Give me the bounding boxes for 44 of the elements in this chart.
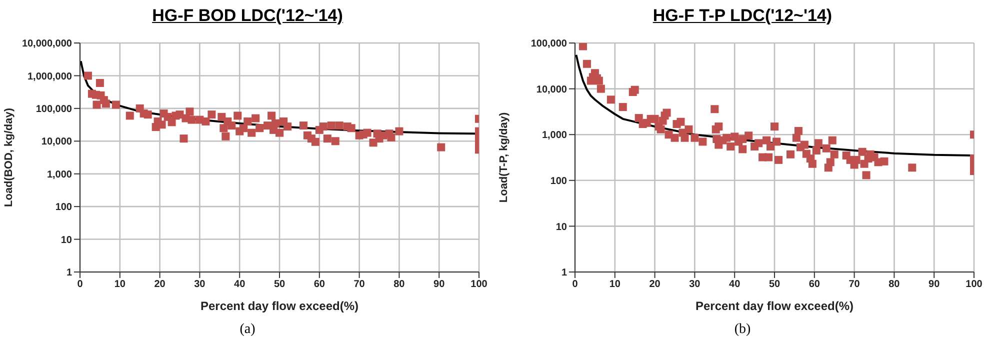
y-tick-label: 100,000 — [36, 104, 72, 115]
y-tick-label: 10,000 — [536, 84, 568, 96]
y-tick-label: 10,000,000 — [22, 38, 72, 50]
text: (a) — [238, 322, 256, 338]
x-tick-label: 80 — [888, 279, 900, 290]
y-tick-label: 1,000 — [542, 130, 568, 142]
y-axis-title: Load(BOD, kg/day) — [2, 108, 15, 208]
chart-title: HG-F T-P LDC('12~'14) — [652, 6, 834, 26]
x-tick-label: 90 — [928, 279, 940, 290]
chart-title: HG-F BOD LDC('12~'14) — [151, 6, 344, 26]
x-tick-label: 30 — [689, 279, 701, 290]
text: (b) — [733, 322, 752, 338]
x-tick-label: 0 — [572, 279, 578, 290]
x-tick-label: 60 — [808, 279, 820, 290]
x-tick-label: 20 — [154, 279, 166, 290]
x-tick-label: 50 — [274, 279, 286, 290]
x-tick-label: 50 — [768, 279, 780, 290]
y-tick-label: 1,000,000 — [28, 71, 72, 82]
x-tick-label: 100 — [966, 279, 983, 290]
x-axis-title: Percent day flow exceed(%) — [695, 299, 854, 313]
y-tick-label: 10 — [556, 222, 568, 233]
x-tick-label: 0 — [77, 279, 84, 290]
x-tick-label: 60 — [314, 279, 326, 290]
x-tick-label: 20 — [649, 279, 661, 290]
x-tick-label: 40 — [729, 279, 741, 290]
y-tick-label: 1,000 — [46, 169, 72, 180]
x-tick-label: 40 — [234, 279, 246, 290]
x-axis-title: Percent day flow exceed(%) — [200, 299, 359, 313]
y-axis-title: Load(T-P, kg/day) — [498, 112, 510, 203]
y-tick-label: 100,000 — [530, 38, 568, 50]
x-tick-label: 100 — [470, 279, 488, 290]
y-tick-label: 100 — [550, 176, 568, 187]
x-tick-label: 10 — [609, 279, 621, 290]
y-tick-label: 10,000 — [41, 136, 72, 148]
x-tick-label: 70 — [354, 279, 366, 290]
x-tick-label: 30 — [194, 279, 206, 290]
y-tick-label: 1 — [66, 268, 72, 279]
x-tick-label: 70 — [848, 279, 860, 290]
x-tick-label: 80 — [394, 279, 406, 290]
x-tick-label: 90 — [434, 279, 446, 290]
y-tick-label: 10 — [60, 234, 72, 246]
y-tick-label: 100 — [55, 202, 72, 214]
y-tick-label: 1 — [561, 268, 568, 279]
x-tick-label: 10 — [114, 279, 126, 290]
